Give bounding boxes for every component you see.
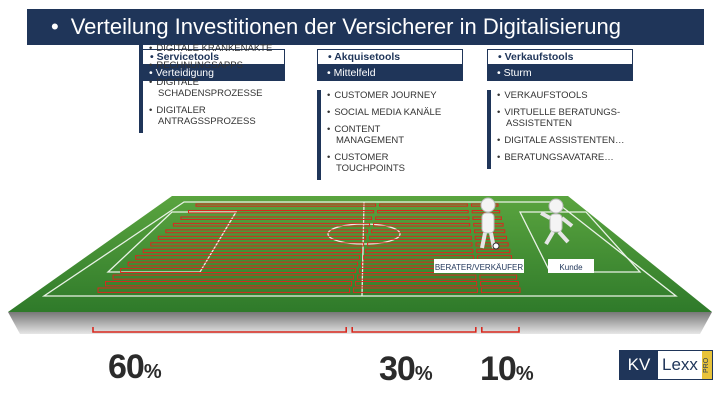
column-subheading: • Sturm [487, 65, 633, 81]
column-heading-text: Verkaufstools [504, 51, 574, 63]
list-item: VERKAUFSTOOLS [497, 90, 637, 101]
stripe-line [180, 216, 373, 220]
pitch-surface [8, 196, 712, 312]
list-item: BERATUNGSAVATARE… [497, 152, 637, 163]
share-unit: % [414, 363, 433, 385]
column-akquisetools: • Akquisetools • Mittelfeld [317, 49, 463, 81]
share-label-defense: 60% [108, 350, 162, 384]
logo-tag: PRO [701, 351, 712, 379]
column-subheading-text: Mittelfeld [333, 67, 376, 79]
stripe-line [357, 274, 477, 280]
stripe-line [480, 287, 521, 293]
stripe-line [371, 229, 471, 234]
list-item: RECHNUNGSAPPS [149, 60, 289, 71]
stripe-line [373, 222, 471, 227]
list-servicetools: DIGITALE KRANKENAKTE RECHNUNGSAPPS DIGIT… [139, 43, 289, 133]
stripe-line [120, 268, 357, 274]
stripe-line [355, 281, 478, 287]
advisor-figure-icon [480, 197, 500, 250]
stripe-line [142, 248, 363, 254]
stripe-line [379, 203, 468, 207]
page-title: Verteilung Investitionen der Versicherer… [70, 14, 622, 39]
logo-part-lexx: Lexx [658, 351, 702, 379]
column-verkaufstools: • Verkaufstools • Sturm [487, 49, 633, 81]
field-lines [41, 201, 678, 297]
share-unit: % [143, 361, 162, 383]
column-subheading: • Mittelfeld [317, 65, 463, 81]
share-label-midfield: 30% [379, 352, 433, 386]
share-value: 60 [108, 348, 145, 386]
column-subheading-text: Sturm [503, 67, 532, 79]
column-heading: • Verkaufstools [487, 49, 633, 65]
kvlexx-logo: KV Lexx PRO [619, 350, 713, 380]
column-heading: • Akquisetools [317, 49, 463, 65]
stripe-line [377, 209, 469, 214]
stripe-block-0 [97, 203, 377, 293]
customer-label: Kunde [559, 263, 583, 272]
stripe-line [353, 287, 478, 293]
stripe-line [150, 242, 365, 247]
list-item: VIRTUELLE BERATUNGS-ASSISTENTEN [497, 107, 636, 129]
list-akquisetools: CUSTOMER JOURNEY SOCIAL MEDIA KANÄLE CON… [317, 90, 467, 180]
stripe-line [479, 274, 518, 280]
stripe-line [363, 255, 475, 260]
page-title-bar: • Verteilung Investitionen der Versichere… [27, 9, 704, 45]
stripe-line [195, 203, 377, 207]
stripe-line [105, 281, 353, 287]
stripe-line [157, 235, 367, 240]
stripe-line [480, 281, 519, 287]
share-unit: % [515, 363, 534, 385]
column-heading-text: Akquisetools [334, 51, 401, 63]
stripe-line [476, 248, 511, 254]
stripe-line [367, 242, 473, 247]
share-value: 10 [480, 350, 517, 388]
field-base-shadow [8, 312, 712, 334]
stripe-line [97, 287, 351, 293]
list-item: SOCIAL MEDIA KANÄLE [327, 107, 467, 118]
list-item: DIGITALE KRANKENAKTE [149, 43, 289, 54]
advisor-label: BERATER/VERKÄUFER [435, 263, 524, 272]
share-brace-1 [351, 327, 477, 333]
stripe-line [187, 209, 375, 214]
stripe-line [365, 248, 474, 254]
share-brace-0 [92, 327, 347, 333]
share-label-attack: 10% [480, 352, 534, 386]
stripe-line [135, 255, 361, 260]
list-item: CUSTOMER JOURNEY [327, 90, 467, 101]
advisor-label-box [434, 259, 524, 273]
stripe-line [127, 261, 359, 267]
title-bullet-icon: • [51, 14, 59, 39]
customer-label-box [548, 259, 594, 273]
stripe-line [172, 222, 371, 227]
stripe-line [165, 229, 369, 234]
stripe-line [375, 216, 470, 220]
share-value: 30 [379, 350, 416, 388]
list-item: CUSTOMER TOUCHPOINTS [327, 152, 426, 174]
share-brace-2 [481, 327, 520, 333]
stripe-line [369, 235, 472, 240]
list-item: DIGITALE ASSISTENTEN… [497, 135, 637, 146]
list-item: CONTENT MANAGEMENT [327, 124, 426, 146]
stripe-line [112, 274, 355, 280]
share-braces [92, 327, 520, 333]
list-item: DIGITALER ANTRAGSSPROZESS [149, 105, 278, 127]
logo-part-kv: KV [620, 351, 658, 379]
customer-figure-icon [540, 198, 574, 246]
list-verkaufstools: VERKAUFSTOOLS VIRTUELLE BERATUNGS-ASSIST… [487, 90, 637, 169]
list-item: DIGITALE SCHADENSPROZESSE [149, 77, 278, 99]
